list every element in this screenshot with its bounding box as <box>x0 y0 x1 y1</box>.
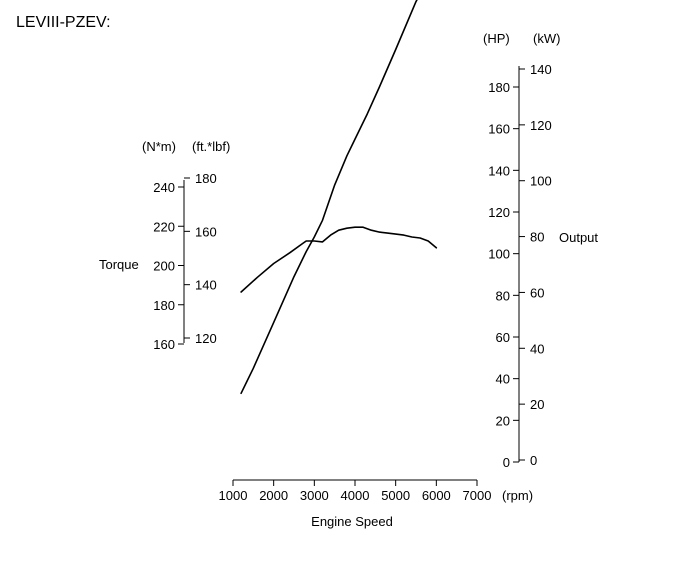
x-tick-label: 4000 <box>341 488 370 503</box>
output-kw-tick: 80 <box>519 230 544 245</box>
torque-lbf-tick: 160 <box>184 224 217 239</box>
x-tick-label: 1000 <box>219 488 248 503</box>
torque-curve <box>240 226 438 293</box>
torque-nm-tick-label: 180 <box>153 298 175 313</box>
x-tick-label: 7000 <box>463 488 492 503</box>
output-hp-tick-label: 0 <box>503 455 510 470</box>
torque-lbf-tick-label: 160 <box>195 224 217 239</box>
output-hp-tick-label: 20 <box>496 413 510 428</box>
torque-nm-tick: 160 <box>153 337 184 352</box>
output-kw-tick: 100 <box>519 174 552 189</box>
output-kw-tick-label: 80 <box>530 230 544 245</box>
torque-nm-tick: 200 <box>153 259 184 274</box>
output-hp-tick-label: 120 <box>488 205 510 220</box>
torque-lbf-unit: (ft.*lbf) <box>192 139 230 154</box>
torque-lbf-tick-label: 180 <box>195 171 217 186</box>
x-tick-label: 3000 <box>300 488 329 503</box>
x-tick-label: 5000 <box>381 488 410 503</box>
output-kw-unit: (kW) <box>533 31 560 46</box>
output-kw-tick-label: 20 <box>530 397 544 412</box>
x-tick: 6000 <box>422 480 451 503</box>
output-curve <box>240 0 418 395</box>
output-hp-tick: 60 <box>496 330 519 345</box>
x-tick-label: 2000 <box>259 488 288 503</box>
output-kw-tick-label: 120 <box>530 118 552 133</box>
torque-nm-tick-label: 220 <box>153 219 175 234</box>
output-hp-tick-label: 100 <box>488 247 510 262</box>
torque-nm-tick: 240 <box>153 180 184 195</box>
torque-nm-tick: 220 <box>153 219 184 234</box>
torque-nm-tick: 180 <box>153 298 184 313</box>
output-hp-tick-label: 180 <box>488 80 510 95</box>
output-hp-tick: 80 <box>496 288 519 303</box>
x-tick-label: 6000 <box>422 488 451 503</box>
torque-nm-tick-label: 200 <box>153 259 175 274</box>
x-axis-label: Engine Speed <box>311 514 393 529</box>
output-kw-tick-label: 100 <box>530 174 552 189</box>
output-axis-label: Output <box>559 230 598 245</box>
x-tick: 4000 <box>341 480 370 503</box>
torque-nm-tick-label: 160 <box>153 337 175 352</box>
output-hp-tick-label: 60 <box>496 330 510 345</box>
output-hp-tick: 140 <box>488 163 519 178</box>
output-kw-tick-label: 140 <box>530 62 552 77</box>
torque-axis: (N*m) (ft.*lbf) Torque 160 180 200 220 240 1… <box>99 139 230 352</box>
torque-lbf-tick: 140 <box>184 278 217 293</box>
torque-lbf-tick-label: 140 <box>195 278 217 293</box>
output-kw-tick: 40 <box>519 341 544 356</box>
output-hp-tick-label: 40 <box>496 372 510 387</box>
torque-lbf-tick-label: 120 <box>195 331 217 346</box>
output-kw-tick: 120 <box>519 118 552 133</box>
output-hp-tick: 0 <box>503 455 519 470</box>
chart-title: LEVIII-PZEV: <box>16 14 111 31</box>
output-kw-tick-label: 0 <box>530 453 537 468</box>
x-tick: 5000 <box>381 480 410 503</box>
torque-lbf-tick: 180 <box>184 171 217 186</box>
output-hp-unit: (HP) <box>483 31 510 46</box>
output-kw-tick: 140 <box>519 62 552 77</box>
output-hp-tick: 160 <box>488 122 519 137</box>
torque-nm-unit: (N*m) <box>142 139 176 154</box>
output-kw-tick: 20 <box>519 397 544 412</box>
torque-axis-label: Torque <box>99 257 139 272</box>
output-hp-tick-label: 160 <box>488 122 510 137</box>
output-hp-tick: 20 <box>496 413 519 428</box>
output-kw-tick: 60 <box>519 285 544 300</box>
output-axis: (HP) (kW) Output 0 20 40 60 80 100 120 140 160 18… <box>483 31 598 470</box>
output-kw-tick: 0 <box>519 453 537 468</box>
output-hp-tick-label: 140 <box>488 163 510 178</box>
x-tick: 3000 <box>300 480 329 503</box>
output-kw-tick-label: 60 <box>530 285 544 300</box>
output-hp-tick-label: 80 <box>496 288 510 303</box>
x-tick: 7000 <box>463 480 492 503</box>
torque-lbf-tick: 120 <box>184 331 217 346</box>
x-tick: 2000 <box>259 480 288 503</box>
x-tick: 1000 <box>219 480 248 503</box>
output-hp-tick: 40 <box>496 372 519 387</box>
output-hp-tick: 180 <box>488 80 519 95</box>
x-axis: 1000 2000 3000 4000 5000 6000 7000 (rpm) Engin… <box>219 479 533 529</box>
output-hp-tick: 120 <box>488 205 519 220</box>
output-hp-tick: 100 <box>488 247 519 262</box>
x-axis-unit: (rpm) <box>502 488 533 503</box>
output-kw-tick-label: 40 <box>530 341 544 356</box>
torque-nm-tick-label: 240 <box>153 180 175 195</box>
